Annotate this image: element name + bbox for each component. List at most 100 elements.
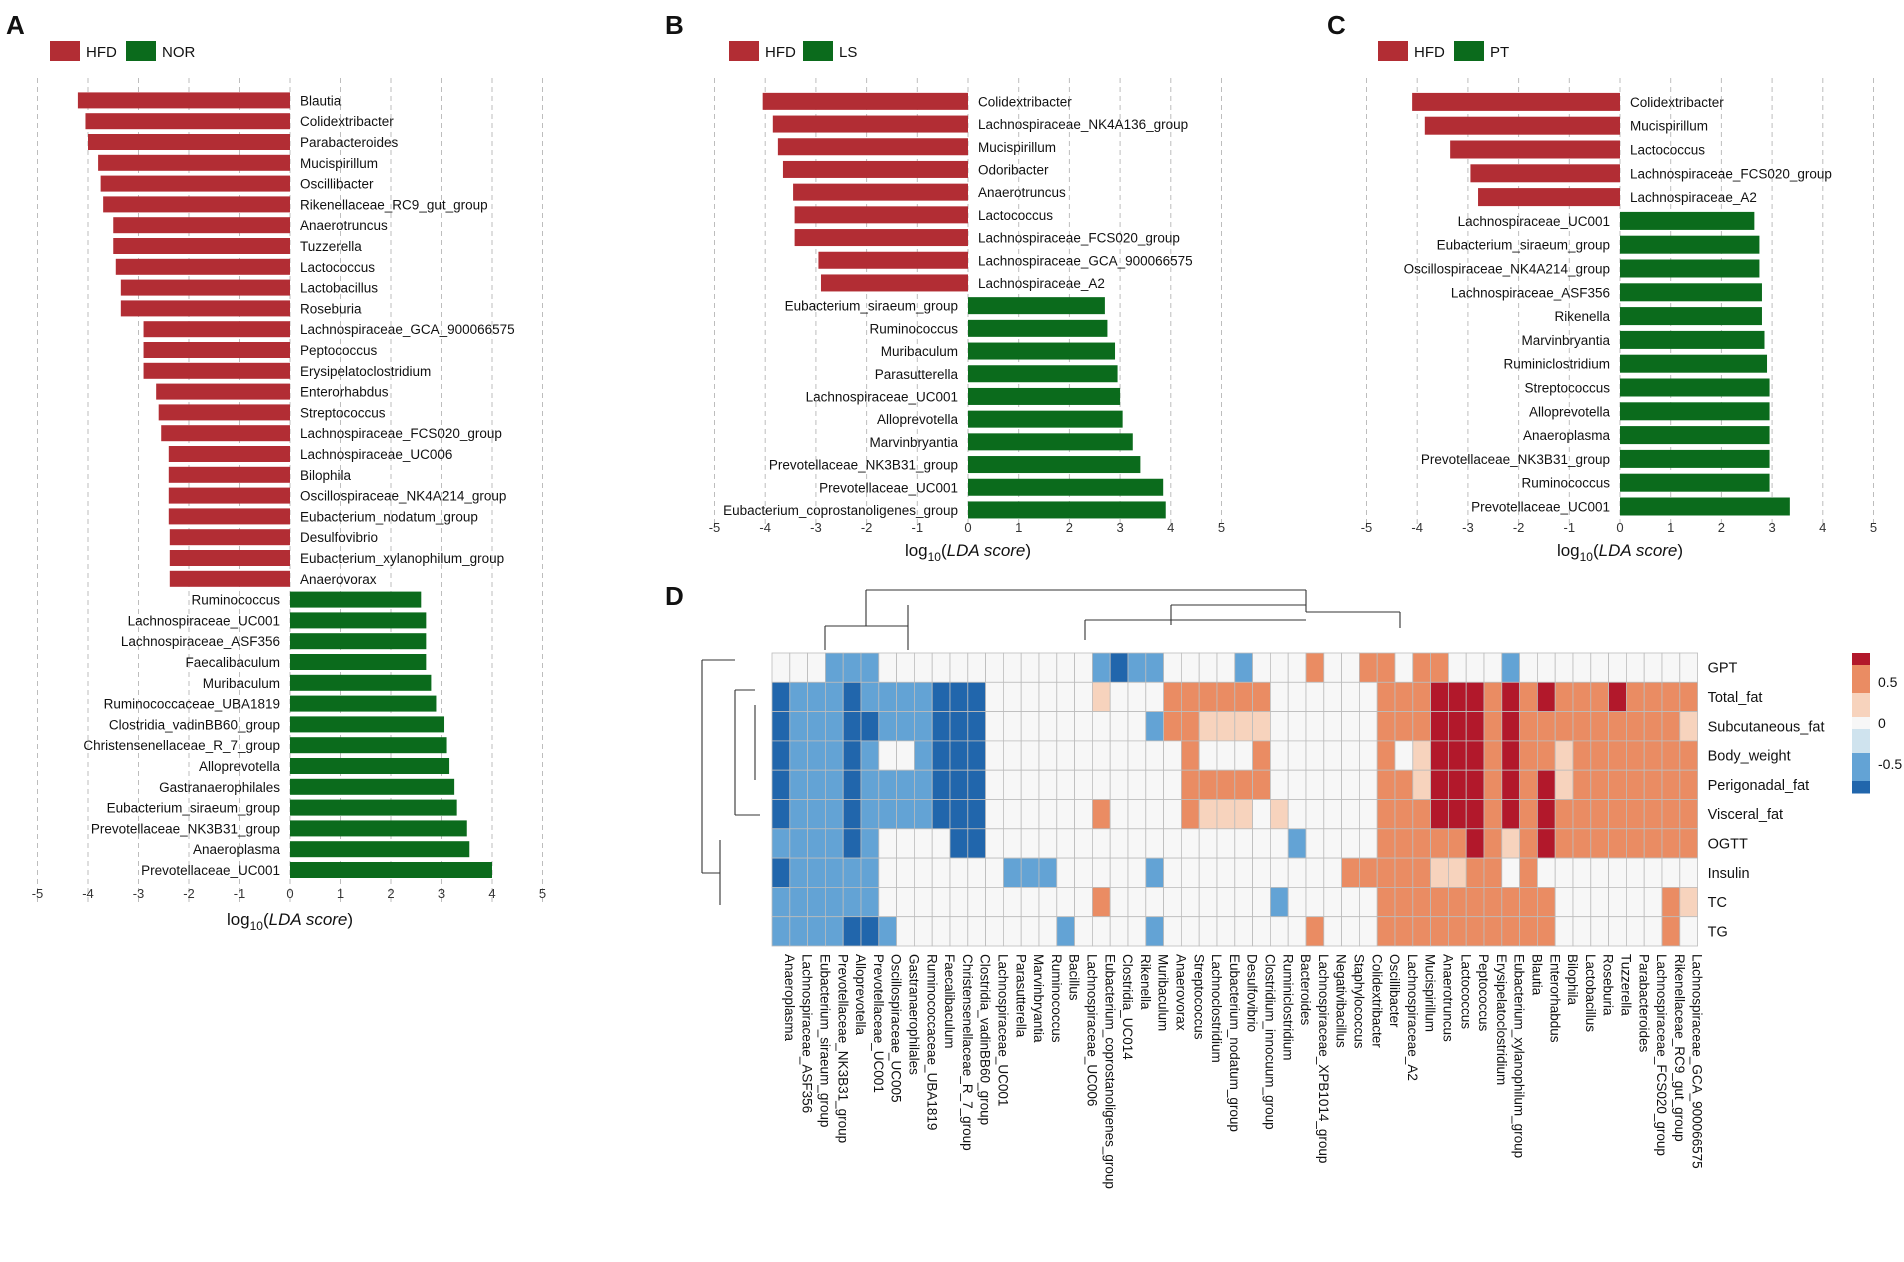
heatmap-cell <box>1038 681 1058 712</box>
heatmap-cell <box>1323 681 1343 712</box>
heatmap-cell <box>1074 740 1093 771</box>
bar-label: Alloprevotella <box>877 412 959 427</box>
heatmap-cell <box>789 681 808 712</box>
heatmap-cell <box>1359 681 1378 712</box>
heatmap-cell <box>1448 857 1467 888</box>
heatmap-cell <box>1127 887 1147 918</box>
heatmap-cell <box>1572 857 1592 888</box>
heatmap-cell <box>896 652 915 683</box>
heatmap-cell <box>1341 857 1360 888</box>
heatmap-cell <box>1608 828 1627 859</box>
heatmap-cell <box>1252 681 1271 712</box>
heatmap-cell <box>1661 769 1681 800</box>
bar-label: Ruminococcus <box>869 321 958 336</box>
x-tick-label: -2 <box>183 886 195 901</box>
x-tick-label: -5 <box>32 886 44 901</box>
heatmap-cell <box>1109 740 1129 771</box>
heatmap-cell <box>1181 711 1200 742</box>
heatmap-cell <box>789 887 808 918</box>
heatmap-column-label: Streptococcus <box>1191 954 1206 1040</box>
bar-label: Odoribacter <box>978 162 1049 177</box>
bars: Blautia Colidextribacter Parabacteroides Mu… <box>77 92 515 878</box>
heatmap-cell <box>1483 681 1503 712</box>
heatmap-column-label: Ruminiclostridium <box>1280 954 1295 1061</box>
heatmap-column-label: Marvinbryantia <box>1031 954 1046 1043</box>
bar-label: Colidextribacter <box>300 114 394 129</box>
bar-parasutterella <box>968 365 1118 383</box>
bar-desulfovibrio <box>169 529 290 546</box>
heatmap-cell <box>967 799 986 830</box>
x-tick-label: 1 <box>1667 520 1674 535</box>
colorbar-band <box>1852 653 1870 658</box>
legend-hfd-label: HFD <box>86 44 117 61</box>
heatmap-cell <box>1181 769 1200 800</box>
heatmap-cell <box>1145 799 1165 830</box>
bar-ruminococcus <box>290 591 422 608</box>
heatmap-cell <box>1181 857 1200 888</box>
heatmap-cell <box>1554 916 1574 947</box>
colorbar-band <box>1852 741 1870 746</box>
heatmap-cell <box>1554 652 1574 683</box>
heatmap-cell <box>1127 711 1147 742</box>
heatmap-cell <box>1412 769 1432 800</box>
heatmap-cell <box>1234 711 1254 742</box>
bar-label: Clostridia_vadinBB60_group <box>109 717 280 732</box>
x-tick-label: 3 <box>438 886 445 901</box>
colorbar-band <box>1852 709 1870 714</box>
heatmap-cell <box>1074 916 1093 947</box>
bar-erysipelatoclostridium <box>143 362 290 379</box>
heatmap-cell <box>1412 681 1432 712</box>
heatmap-cell <box>1198 857 1218 888</box>
heatmap-cell <box>1003 887 1022 918</box>
heatmap-cell <box>1127 799 1147 830</box>
heatmap-cell <box>1643 711 1663 742</box>
heatmap-column-label: Eubacterium_coprostanoligenes_group <box>1102 954 1117 1189</box>
heatmap-cell <box>896 916 915 947</box>
colorbar-tick-label: -0.5 <box>1878 756 1902 772</box>
heatmap-cell <box>1270 681 1289 712</box>
heatmap-column-label: Anaerotruncus <box>1441 954 1456 1042</box>
x-tick-label: -5 <box>1361 520 1373 535</box>
heatmap-cell <box>1643 681 1663 712</box>
bar-anaerotruncus <box>113 217 290 234</box>
heatmap-cell <box>1109 769 1129 800</box>
bar-eubacterium-coprostanoligenes-group <box>968 501 1166 519</box>
heatmap-cell <box>1198 828 1218 859</box>
heatmap-column-label: Clostridia_vadinBB60_group <box>978 954 993 1125</box>
heatmap-cell <box>1092 887 1111 918</box>
heatmap-cell <box>1661 711 1681 742</box>
bar-label: Marvinbryantia <box>1521 333 1610 348</box>
heatmap-cell <box>771 652 791 683</box>
heatmap-cell <box>1038 857 1058 888</box>
heatmap-cell <box>878 799 897 830</box>
heatmap-cell <box>1038 711 1058 742</box>
heatmap-cell <box>1590 916 1610 947</box>
col-dendro-right <box>1170 604 1307 620</box>
heatmap-cell <box>1394 857 1414 888</box>
bar-label: Prevotellaceae_UC001 <box>141 863 280 878</box>
heatmap-cell <box>1092 799 1111 830</box>
bar-label: Lachnospiraceae_NK4A136_group <box>978 117 1188 132</box>
heatmap-cell <box>1163 652 1182 683</box>
bar-label: Lachnospiraceae_FCS020_group <box>978 231 1180 246</box>
heatmap-cell <box>1643 769 1663 800</box>
col-dendro-root <box>865 589 1307 605</box>
heatmap-cell <box>807 740 826 771</box>
bar-rikenella <box>1620 307 1762 326</box>
bar-label: Oscillibacter <box>300 177 374 192</box>
heatmap-cell <box>771 799 791 830</box>
bar-label: Lactococcus <box>1630 143 1705 158</box>
bar-label: Peptococcus <box>300 343 378 358</box>
heatmap-cell <box>1287 828 1307 859</box>
heatmap-cell <box>1323 769 1343 800</box>
heatmap-cell <box>1234 857 1254 888</box>
heatmap-cell <box>1572 652 1592 683</box>
heatmap-cell <box>825 681 844 712</box>
heatmap-cell <box>1376 916 1396 947</box>
heatmap-cell <box>825 652 844 683</box>
bar-label: Ruminococcus <box>1521 476 1610 491</box>
bar-lachnospiraceae-uc006 <box>168 446 290 462</box>
heatmap-cell <box>1608 740 1627 771</box>
heatmap-column-label: Parasutterella <box>1013 954 1028 1038</box>
heatmap-cell <box>1465 828 1485 859</box>
